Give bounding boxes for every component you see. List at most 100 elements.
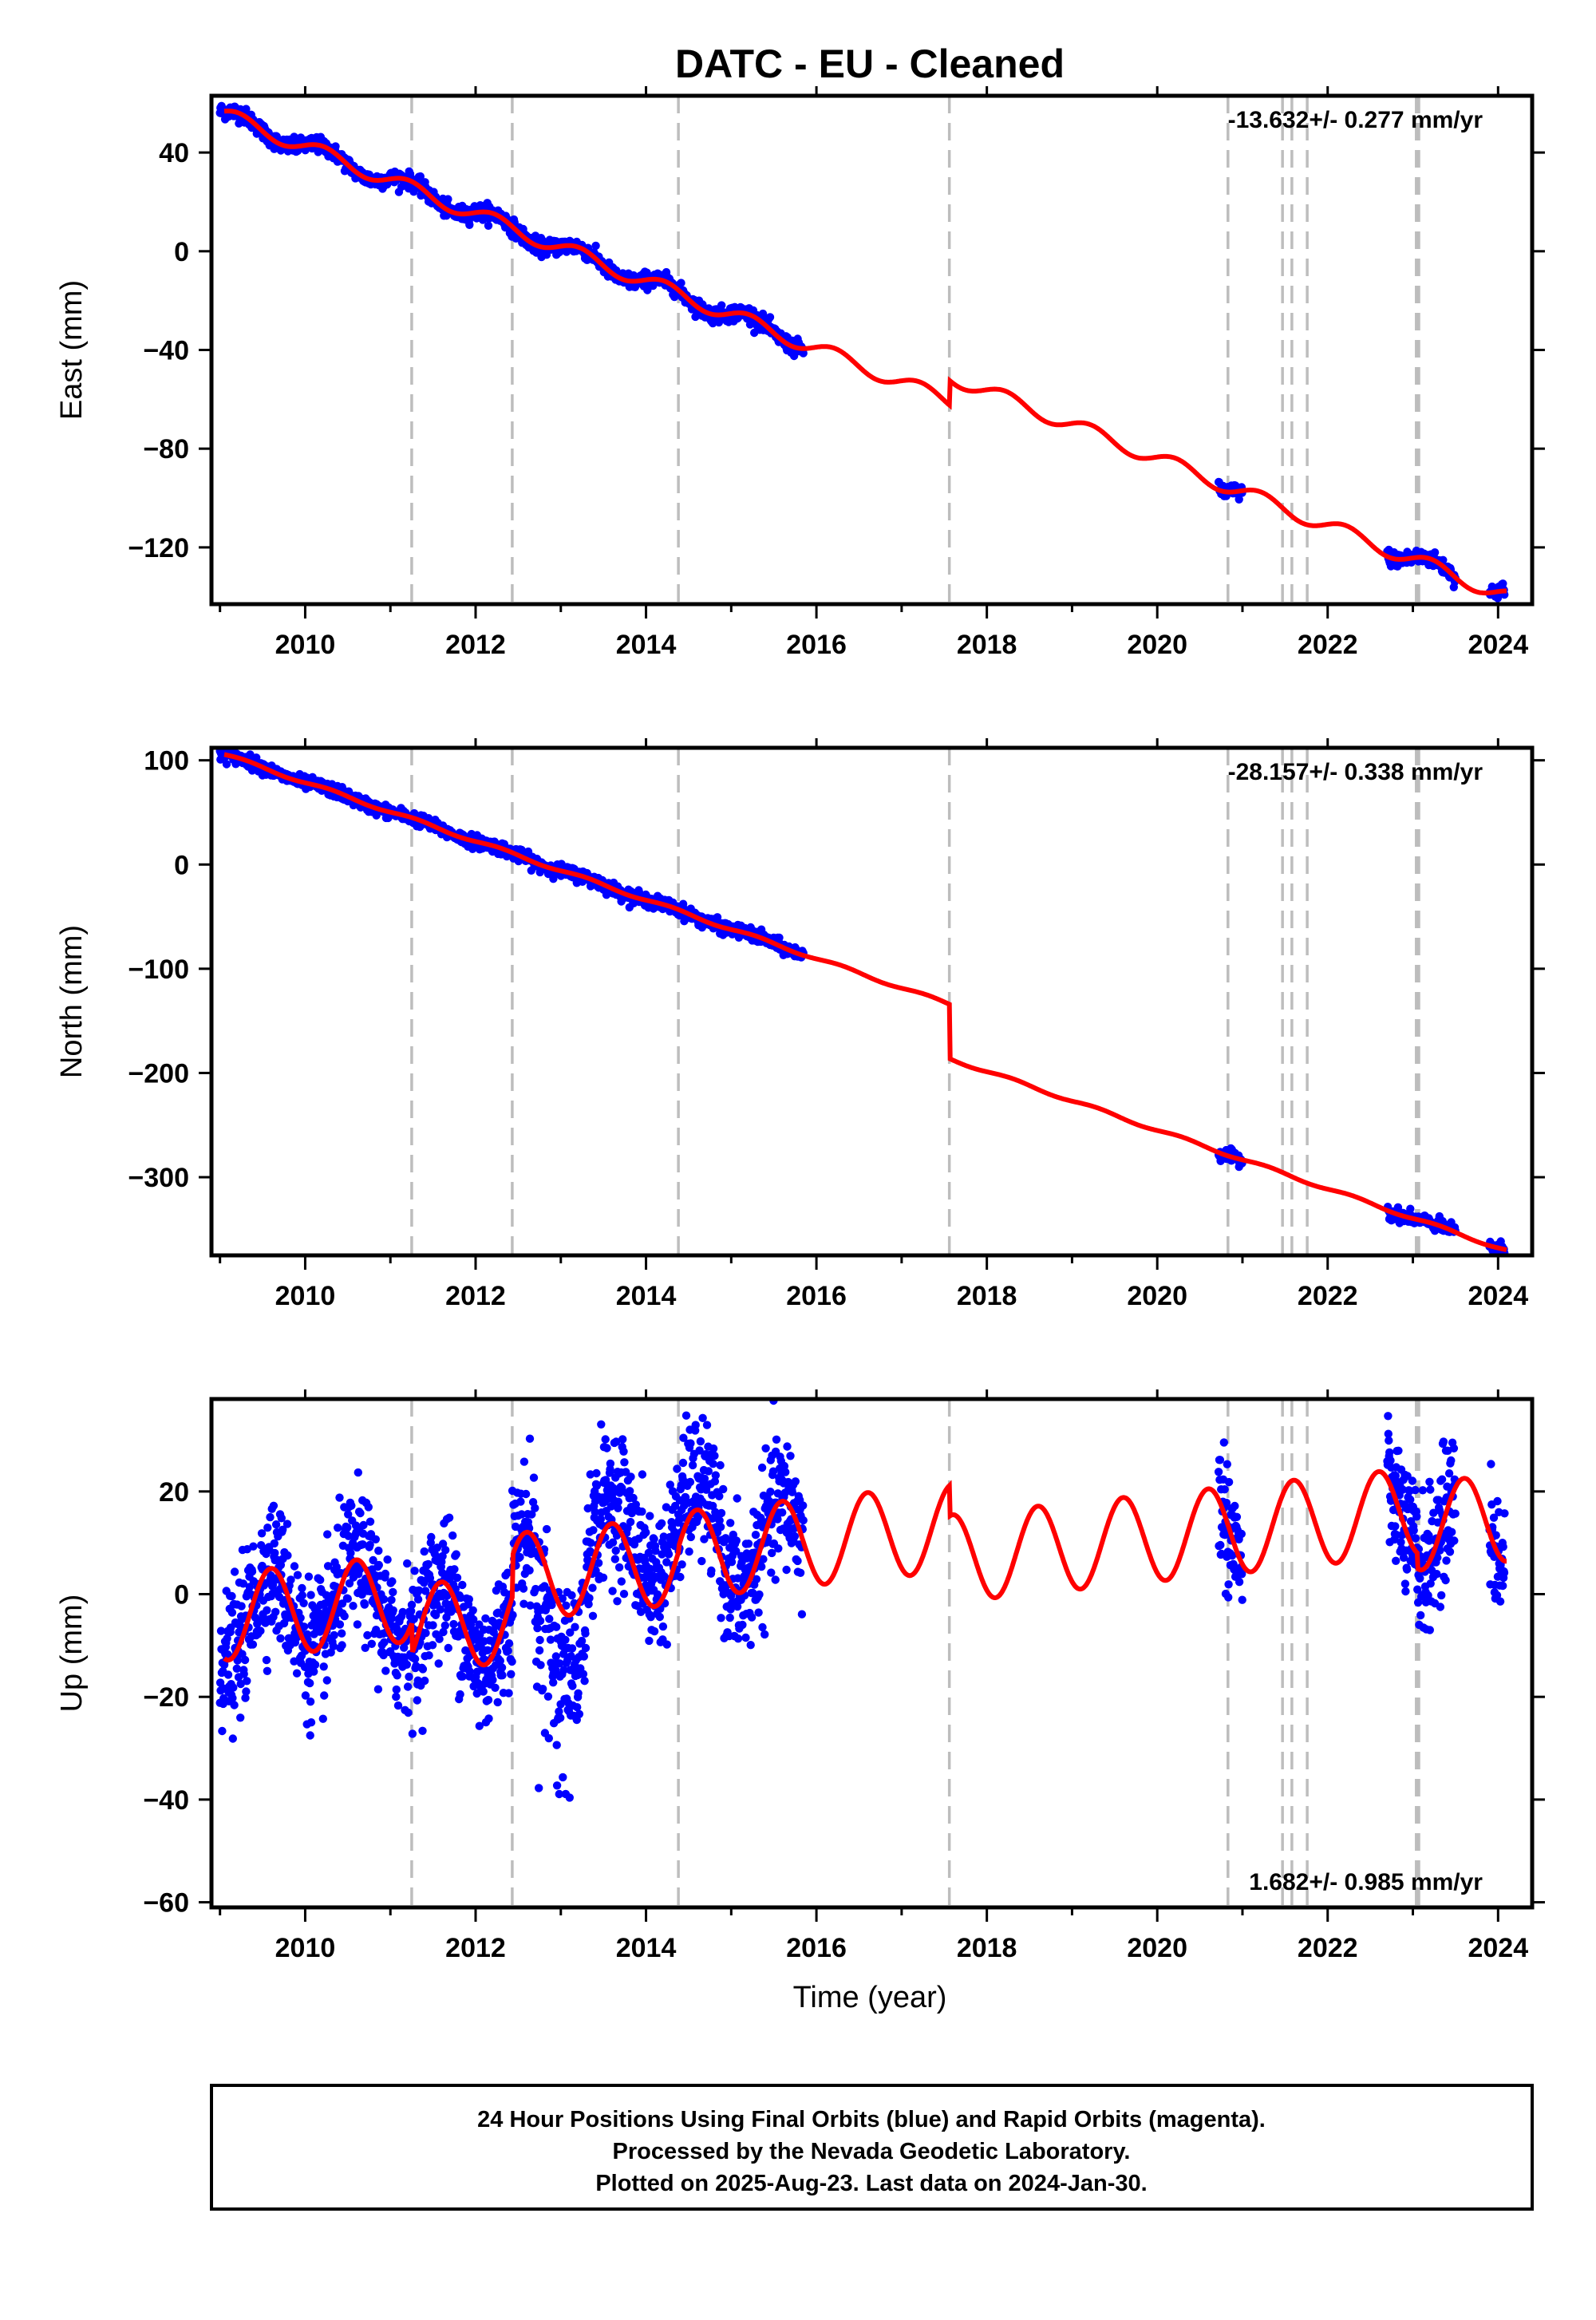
up-data-point — [344, 1510, 353, 1519]
up-data-point — [559, 1650, 568, 1658]
up-data-point — [711, 1471, 720, 1480]
up-data-point — [1493, 1496, 1502, 1506]
up-data-point — [1437, 1475, 1447, 1484]
up-data-point — [230, 1567, 239, 1576]
up-data-point — [741, 1633, 750, 1642]
up-data-point — [575, 1709, 584, 1718]
up-data-point — [452, 1573, 462, 1583]
up-data-point — [266, 1512, 275, 1522]
up-axes-frame — [209, 1397, 1535, 1910]
up-data-point — [678, 1560, 686, 1569]
up-data-point — [369, 1555, 377, 1565]
up-data-point — [588, 1583, 597, 1592]
up-data-point — [761, 1444, 770, 1453]
up-data-point — [1238, 1595, 1246, 1604]
up-data-point — [256, 1626, 265, 1635]
up-data-point — [227, 1591, 236, 1601]
up-data-point — [249, 1542, 258, 1551]
up-data-point — [345, 1579, 354, 1588]
north-data-point — [713, 913, 722, 922]
up-data-point — [709, 1501, 717, 1511]
up-data-point — [618, 1484, 626, 1492]
up-data-point — [726, 1519, 735, 1528]
up-data-point — [516, 1497, 525, 1506]
up-data-point — [306, 1678, 314, 1688]
up-data-point — [1425, 1626, 1435, 1634]
up-data-point — [233, 1656, 242, 1665]
up-data-point — [263, 1606, 271, 1615]
up-data-point — [1487, 1460, 1495, 1468]
up-data-point — [1406, 1495, 1415, 1504]
up-data-point — [535, 1646, 544, 1655]
up-data-point — [698, 1413, 707, 1423]
up-data-point — [533, 1623, 542, 1633]
up-data-point — [685, 1547, 693, 1556]
up-data-point — [1499, 1543, 1507, 1551]
up-data-point — [298, 1591, 306, 1600]
up-data-point — [241, 1694, 250, 1702]
up-data-point — [1385, 1448, 1394, 1457]
up-data-point — [306, 1731, 314, 1740]
footer-frame — [210, 2084, 1534, 2211]
up-data-point — [1235, 1578, 1244, 1587]
up-x-tick-label: 2010 — [275, 1933, 336, 1963]
up-data-point — [773, 1515, 782, 1524]
up-data-point — [338, 1641, 346, 1650]
up-data-point — [561, 1635, 570, 1644]
up-data-point — [367, 1639, 376, 1648]
east-data-point — [331, 142, 340, 151]
up-data-point — [614, 1563, 624, 1572]
up-data-point — [626, 1517, 635, 1527]
up-data-point — [286, 1575, 295, 1584]
up-data-point — [760, 1630, 769, 1639]
up-data-point — [508, 1611, 517, 1619]
up-data-point — [363, 1630, 372, 1640]
up-data-point — [1500, 1509, 1509, 1518]
up-data-point — [229, 1683, 238, 1692]
up-data-point — [574, 1689, 583, 1698]
east-x-tick-label: 2010 — [275, 630, 336, 660]
up-data-point — [468, 1606, 477, 1615]
up-data-point — [755, 1590, 764, 1599]
up-data-point — [283, 1551, 292, 1560]
up-data-point — [320, 1691, 329, 1700]
up-data-point — [1447, 1456, 1456, 1465]
up-data-point — [757, 1562, 766, 1571]
up-data-point — [726, 1605, 735, 1614]
up-data-point — [535, 1616, 545, 1626]
up-data-point — [614, 1504, 622, 1513]
up-data-point — [421, 1587, 430, 1595]
north-data-point — [1406, 1204, 1415, 1213]
up-data-point — [535, 1784, 543, 1792]
up-data-point — [1426, 1579, 1435, 1588]
up-data-point — [425, 1574, 435, 1583]
up-data-point — [1437, 1591, 1446, 1600]
up-data-point — [676, 1572, 685, 1582]
up-data-point — [248, 1640, 258, 1649]
up-data-point — [679, 1433, 688, 1442]
up-data-point — [717, 1614, 725, 1622]
up-data-point — [519, 1599, 528, 1608]
up-data-point — [796, 1568, 805, 1578]
up-data-point — [642, 1528, 650, 1537]
up-data-point — [404, 1708, 413, 1717]
up-data-point — [458, 1580, 467, 1590]
up-data-point — [591, 1508, 599, 1516]
up-data-point — [1433, 1553, 1442, 1562]
up-data-point — [697, 1556, 706, 1566]
up-data-point — [387, 1595, 396, 1605]
north-y-tick-label: −100 — [128, 954, 189, 985]
east-data-point — [799, 349, 808, 358]
up-data-point — [491, 1683, 500, 1692]
up-data-point — [1416, 1574, 1424, 1583]
up-data-point — [1224, 1593, 1233, 1602]
up-data-point — [710, 1451, 719, 1460]
up-data-point — [1215, 1456, 1225, 1464]
up-x-tick-label: 2022 — [1298, 1933, 1358, 1963]
up-data-point — [293, 1571, 302, 1579]
east-y-tick-label: −80 — [143, 434, 189, 464]
up-data-point — [552, 1781, 562, 1790]
up-data-point — [407, 1607, 416, 1616]
up-data-point — [688, 1460, 697, 1470]
up-data-point — [434, 1659, 443, 1668]
